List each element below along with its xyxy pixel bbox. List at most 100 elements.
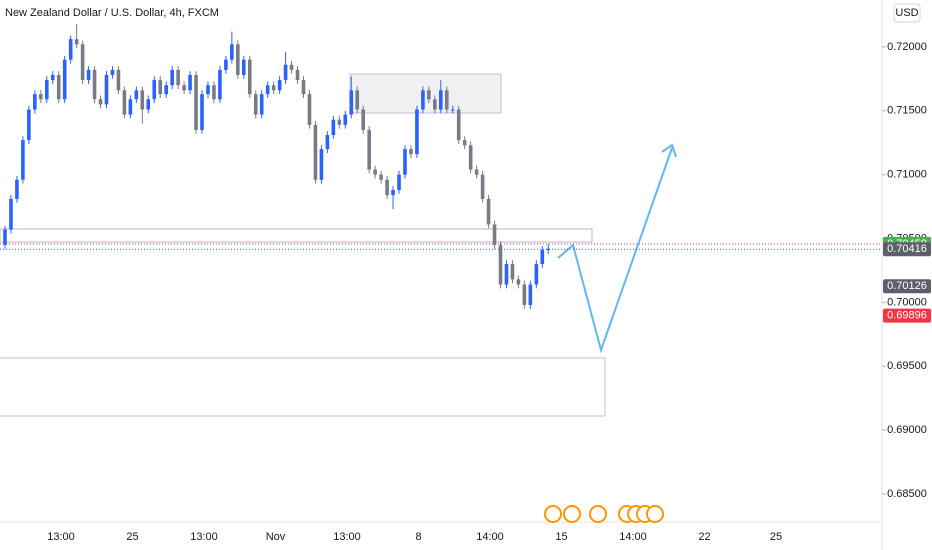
candle-body — [546, 248, 551, 251]
candle-body — [325, 135, 330, 150]
candle-body — [3, 229, 7, 245]
candle-body — [15, 179, 19, 199]
candle-body — [271, 85, 276, 91]
candle-body — [480, 174, 485, 199]
candle-body — [212, 85, 216, 100]
candle-body — [110, 69, 115, 75]
candle-body — [367, 129, 371, 170]
candle-body — [218, 69, 222, 100]
price-label: 0.70416 — [887, 243, 927, 255]
candle-body — [456, 109, 461, 141]
resistance-zone — [349, 73, 502, 114]
event-icon[interactable] — [589, 505, 607, 523]
candle-body — [158, 80, 163, 95]
candle-body — [182, 85, 186, 91]
x-tick-label: 13:00 — [190, 531, 218, 543]
x-tick-label: 22 — [698, 531, 710, 543]
candle-body — [122, 90, 127, 115]
candle-body — [450, 109, 455, 111]
candle-body — [116, 69, 121, 91]
candle-body — [265, 85, 270, 95]
candle-body — [492, 224, 497, 245]
candle-body — [373, 169, 377, 175]
event-icon[interactable] — [544, 505, 562, 523]
candle-body — [510, 264, 515, 280]
candle-body — [355, 90, 360, 110]
candle-body — [98, 99, 103, 105]
candle-body — [224, 59, 228, 70]
candle-body — [194, 74, 198, 130]
candle-body — [427, 90, 431, 100]
arrow-head — [661, 143, 677, 158]
y-tick-label: 0.68500 — [887, 488, 927, 500]
candle-body — [444, 90, 449, 110]
x-tick-label: Nov — [266, 531, 286, 543]
y-tick-label: 0.69000 — [887, 424, 927, 436]
candle-body — [39, 94, 43, 100]
candle-body — [462, 140, 467, 146]
candle-body — [468, 145, 473, 170]
candle-body — [277, 80, 282, 91]
event-icon[interactable] — [646, 505, 664, 523]
candle-body — [534, 264, 539, 285]
candle-body — [188, 74, 192, 91]
candle-body — [200, 94, 204, 130]
candle-body — [403, 149, 407, 175]
candle-body — [486, 198, 491, 225]
x-tick-label: 14:00 — [476, 531, 504, 543]
candle-body — [50, 74, 55, 81]
candle-body — [170, 69, 174, 86]
candle-body — [391, 189, 395, 196]
candle-body — [128, 99, 133, 115]
candle-body — [295, 69, 300, 81]
candle-body — [301, 80, 306, 95]
candle-body — [319, 149, 324, 180]
candle-body — [439, 90, 443, 110]
candle-body — [9, 198, 13, 230]
candle-body — [361, 109, 365, 130]
candle-body — [528, 284, 533, 305]
candle-body — [307, 94, 312, 125]
candle-body — [540, 250, 545, 265]
demand-zone — [0, 357, 606, 417]
candle-body — [253, 94, 258, 115]
candle-body — [206, 85, 210, 95]
candle-body — [349, 90, 354, 115]
candle-body — [474, 169, 479, 175]
candle-body — [152, 80, 157, 100]
price-label-box — [883, 279, 931, 294]
candle-body — [74, 39, 79, 45]
candle-body — [379, 174, 383, 180]
currency-button[interactable] — [893, 3, 921, 23]
candle-body — [164, 85, 168, 95]
candle-body — [504, 264, 509, 285]
chart-title: New Zealand Dollar / U.S. Dollar, 4h, FX… — [5, 7, 219, 19]
x-tick-label: 15 — [555, 531, 567, 543]
candle-body — [68, 39, 73, 60]
candle-body — [104, 74, 109, 105]
currency-label[interactable]: USD — [895, 7, 918, 19]
candle-body — [498, 244, 503, 285]
candle-body — [397, 174, 401, 190]
candle-body — [415, 109, 419, 155]
candle-body — [259, 94, 264, 115]
candle-body — [62, 59, 67, 100]
x-tick-label: 8 — [415, 531, 421, 543]
candle-body — [230, 44, 234, 60]
x-tick-label: 25 — [126, 531, 138, 543]
x-tick-label: 14:00 — [619, 531, 647, 543]
x-tick-label: 25 — [770, 531, 782, 543]
support-zone — [0, 228, 593, 243]
candle-body — [409, 149, 413, 155]
candle-body — [56, 74, 61, 100]
candle-body — [421, 90, 425, 110]
price-label-box — [883, 242, 931, 257]
event-icons — [544, 505, 664, 523]
candle-body — [283, 64, 288, 81]
event-icon[interactable] — [563, 505, 581, 523]
candle-body — [140, 90, 145, 110]
y-tick-label: 0.72000 — [887, 41, 927, 53]
x-tick-label: 13:00 — [47, 531, 75, 543]
candle-body — [385, 179, 389, 196]
candle-body — [21, 140, 25, 180]
